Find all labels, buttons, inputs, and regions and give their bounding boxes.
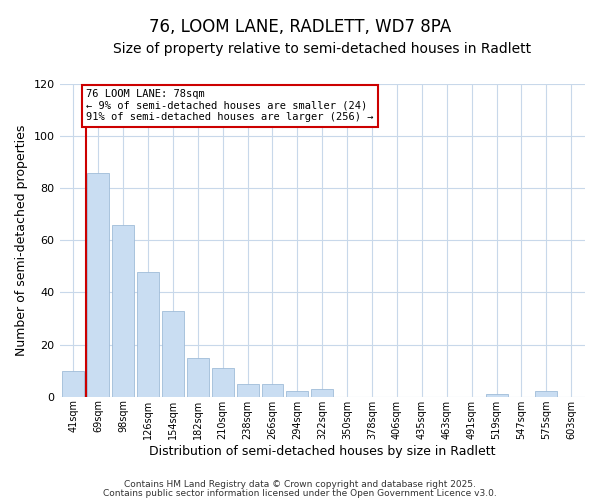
Bar bbox=[286, 392, 308, 396]
Bar bbox=[485, 394, 508, 396]
X-axis label: Distribution of semi-detached houses by size in Radlett: Distribution of semi-detached houses by … bbox=[149, 444, 496, 458]
Bar bbox=[187, 358, 209, 397]
Text: Contains public sector information licensed under the Open Government Licence v3: Contains public sector information licen… bbox=[103, 488, 497, 498]
Bar bbox=[87, 172, 109, 396]
Text: 76, LOOM LANE, RADLETT, WD7 8PA: 76, LOOM LANE, RADLETT, WD7 8PA bbox=[149, 18, 451, 36]
Text: Contains HM Land Registry data © Crown copyright and database right 2025.: Contains HM Land Registry data © Crown c… bbox=[124, 480, 476, 489]
Bar bbox=[262, 384, 283, 396]
Bar bbox=[236, 384, 259, 396]
Bar bbox=[212, 368, 233, 396]
Bar bbox=[162, 310, 184, 396]
Bar bbox=[112, 224, 134, 396]
Bar bbox=[535, 392, 557, 396]
Bar bbox=[137, 272, 159, 396]
Text: 76 LOOM LANE: 78sqm
← 9% of semi-detached houses are smaller (24)
91% of semi-de: 76 LOOM LANE: 78sqm ← 9% of semi-detache… bbox=[86, 90, 374, 122]
Bar bbox=[311, 389, 333, 396]
Y-axis label: Number of semi-detached properties: Number of semi-detached properties bbox=[15, 124, 28, 356]
Bar bbox=[62, 370, 84, 396]
Title: Size of property relative to semi-detached houses in Radlett: Size of property relative to semi-detach… bbox=[113, 42, 532, 56]
